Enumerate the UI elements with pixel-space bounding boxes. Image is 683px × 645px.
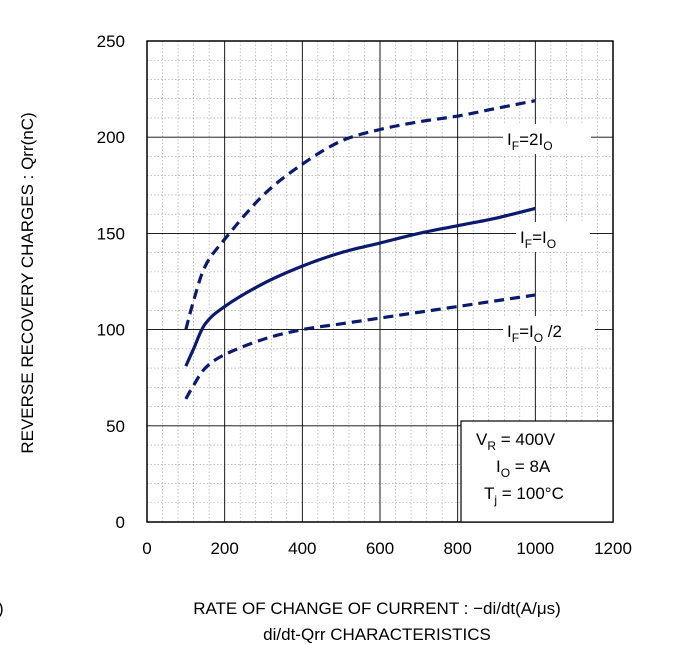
series-line-2 [184,206,536,367]
series-label-3: IF=IO /2 [507,322,562,345]
x-tick-label: 200 [210,539,238,558]
condition-2: IO = 8A [496,457,551,480]
series-layer [184,99,536,400]
series-label-2: IF=IO [520,228,556,251]
y-tick-label: 100 [97,321,125,340]
x-axis-label: RATE OF CHANGE OF CURRENT : −di/dt(A/μs) [193,599,561,618]
series-label-bg [516,222,590,252]
condition-3: Tj = 100°C [484,484,564,507]
conditions-box-frame [460,420,614,523]
y-axis-label: REVERSE RECOVERY CHARGES : Qrr(nC) [18,112,37,453]
plot-frame [146,40,614,523]
y-tick-label: 50 [106,417,125,436]
series-line-3 [184,293,536,400]
tick-labels: 0 200 400 600 800 1000 1200 0 50 100 150 200 250 [97,32,632,558]
left-edge-paren: ) [0,599,4,618]
x-tick-label: 1000 [516,539,554,558]
conditions-box: VR = 400V IO = 8A Tj = 100°C [460,420,614,523]
x-tick-label: 800 [443,539,471,558]
y-tick-label: 200 [97,128,125,147]
x-tick-label: 600 [366,539,394,558]
series-label-bg [503,316,595,346]
y-tick-label: 0 [116,513,125,532]
series-label-bg [503,124,591,154]
series-line-1 [184,99,536,331]
y-tick-label: 250 [97,32,125,51]
x-tick-label: 400 [288,539,316,558]
x-tick-label: 0 [142,539,151,558]
series-labels: IF=2IO IF=IO IF=IO /2 [503,124,595,346]
condition-1: VR = 400V [476,430,556,453]
series-label-1: IF=2IO [507,130,553,153]
x-tick-label: 1200 [594,539,632,558]
y-tick-label: 150 [97,224,125,243]
chart-title: di/dt-Qrr CHARACTERISTICS [263,625,491,644]
